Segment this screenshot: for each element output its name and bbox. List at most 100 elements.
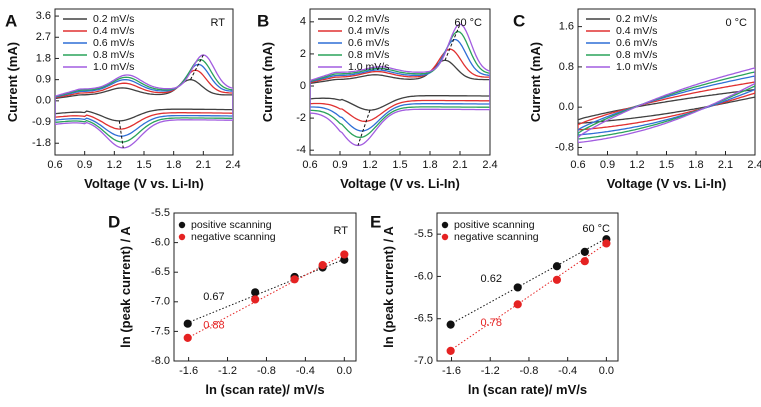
cv-curve-3 xyxy=(55,63,233,137)
data-point xyxy=(183,319,192,328)
y-axis-title: ln (peak current) / A xyxy=(381,226,396,348)
x-tick-label: 1.5 xyxy=(659,159,674,171)
x-tick-label: -0.8 xyxy=(519,365,538,377)
x-tick-label: -1.6 xyxy=(442,365,461,377)
x-tick-label: 1.2 xyxy=(362,159,377,171)
legend-label: 1.0 mV/s xyxy=(93,61,134,73)
condition-label: 60 °C xyxy=(454,17,482,29)
data-point xyxy=(552,262,562,271)
fit-line-1 xyxy=(186,258,345,324)
legend-label: 0.8 mV/s xyxy=(93,49,134,61)
x-tick-label: 1.2 xyxy=(107,159,122,171)
x-tick-label: -1.6 xyxy=(179,365,198,377)
y-axis-title: Current (mA) xyxy=(5,42,20,122)
panel-b: B 0.6 0.9 1.2 1.5 1.8 2.1 2.4 -4 -2 0 2 4 Voltage (V … xyxy=(257,8,498,191)
y-tick-label: -7.0 xyxy=(414,355,433,367)
condition-label: RT xyxy=(211,17,226,29)
cv-curve-1 xyxy=(55,79,233,122)
x-tick-label: 2.4 xyxy=(747,159,761,171)
data-point xyxy=(446,346,455,355)
y-tick-label: -1.8 xyxy=(32,137,51,149)
fit-line-2 xyxy=(449,243,607,352)
y-tick-label: -6.0 xyxy=(151,237,170,249)
data-point xyxy=(580,257,589,266)
x-tick-label: 0.0 xyxy=(599,365,614,377)
slope-label: 0.67 xyxy=(203,291,224,303)
data-point xyxy=(340,250,349,259)
x-tick-label: 1.2 xyxy=(629,159,644,171)
legend-label: positive scanning xyxy=(191,219,272,231)
panel-c: C 0.6 0.9 1.2 1.5 1.8 2.1 2.4 -0.8 0.0 0.8 1.6 Volta… xyxy=(513,8,761,191)
panel-letter-b: B xyxy=(257,11,269,30)
data-point xyxy=(318,260,327,270)
y-tick-label: 0 xyxy=(300,80,306,92)
legend-label: 1.0 mV/s xyxy=(348,61,389,73)
y-tick-label: -8.0 xyxy=(151,355,170,367)
data-point xyxy=(251,288,260,297)
peak-guide-anodic xyxy=(444,24,461,61)
legend-label: negative scanning xyxy=(454,231,539,243)
legend-label: 0.4 mV/s xyxy=(348,25,389,37)
panel-letter-c: C xyxy=(513,11,525,30)
plot-frame xyxy=(436,212,619,362)
y-tick-label: 3.6 xyxy=(36,10,51,22)
x-tick-label: 2.1 xyxy=(196,159,211,171)
x-tick-label: -0.8 xyxy=(257,365,276,377)
plot-area xyxy=(55,54,233,149)
x-tick-label: 2.1 xyxy=(718,159,733,171)
legend-label: 0.6 mV/s xyxy=(93,37,134,49)
y-tick-label: 4 xyxy=(300,16,306,28)
panel-e: E -1.6 -1.2 -0.8 -0.4 0.0 -7.0 -6.5 -6.0 -5.5 ln (… xyxy=(370,212,619,397)
x-tick-label: 0.9 xyxy=(77,159,92,171)
plot-area xyxy=(310,23,490,147)
y-tick-label: 0.8 xyxy=(559,61,574,73)
y-tick-label: -2 xyxy=(296,112,306,124)
data-point xyxy=(513,300,522,309)
x-tick-label: -1.2 xyxy=(481,365,500,377)
y-tick-label: -5.5 xyxy=(414,228,433,240)
cv-curve-5 xyxy=(578,67,755,144)
cv-curve-5 xyxy=(55,54,233,149)
x-tick-label: 1.8 xyxy=(422,159,437,171)
x-tick-label: -0.4 xyxy=(296,365,315,377)
x-tick-label: 0.6 xyxy=(302,159,317,171)
legend-label: 0.6 mV/s xyxy=(616,37,657,49)
x-tick-label: -0.4 xyxy=(558,365,577,377)
x-tick-label: 1.8 xyxy=(166,159,181,171)
data-point xyxy=(513,283,522,292)
plot-area xyxy=(183,250,349,343)
legend-label: 0.2 mV/s xyxy=(616,13,657,25)
y-tick-label: -0.9 xyxy=(32,116,51,128)
x-tick-label: 2.4 xyxy=(225,159,240,171)
panel-letter-a: A xyxy=(5,11,17,30)
x-axis-title: ln (scan rate)/ mV/s xyxy=(468,382,587,397)
panel-d: D -1.6 -1.2 -0.8 -0.4 0.0 -8.0 -7.5 -7.0 -6.5 -6.0… xyxy=(108,207,357,397)
y-tick-label: 0.0 xyxy=(36,95,51,107)
y-tick-label: -6.5 xyxy=(151,266,170,278)
panel-letter-d: D xyxy=(108,212,120,231)
peak-guide-cathodic xyxy=(357,109,371,146)
slope-label: 0.78 xyxy=(481,317,502,329)
x-tick-label: 0.6 xyxy=(570,159,585,171)
slope-label: 0.88 xyxy=(203,319,224,331)
cv-curve-5 xyxy=(310,23,490,147)
cv-curve-3 xyxy=(578,75,755,136)
legend-label: 1.0 mV/s xyxy=(616,61,657,73)
data-point xyxy=(580,247,589,257)
cv-curve-1 xyxy=(578,88,755,124)
legend-label: 0.4 mV/s xyxy=(616,25,657,37)
legend-marker xyxy=(178,233,186,241)
y-tick-label: 0.0 xyxy=(559,101,574,113)
plot-frame xyxy=(173,212,357,362)
legend-marker xyxy=(441,221,449,229)
y-axis-title: Current (mA) xyxy=(260,42,275,122)
y-tick-label: -6.5 xyxy=(414,313,433,325)
legend-label: 0.2 mV/s xyxy=(348,13,389,25)
legend-label: 0.8 mV/s xyxy=(348,49,389,61)
y-tick-label: -4 xyxy=(296,144,306,156)
plot-area xyxy=(446,235,611,355)
y-tick-label: 1.8 xyxy=(36,52,51,64)
y-tick-label: -5.5 xyxy=(151,207,170,219)
y-tick-label: -6.0 xyxy=(414,270,433,282)
